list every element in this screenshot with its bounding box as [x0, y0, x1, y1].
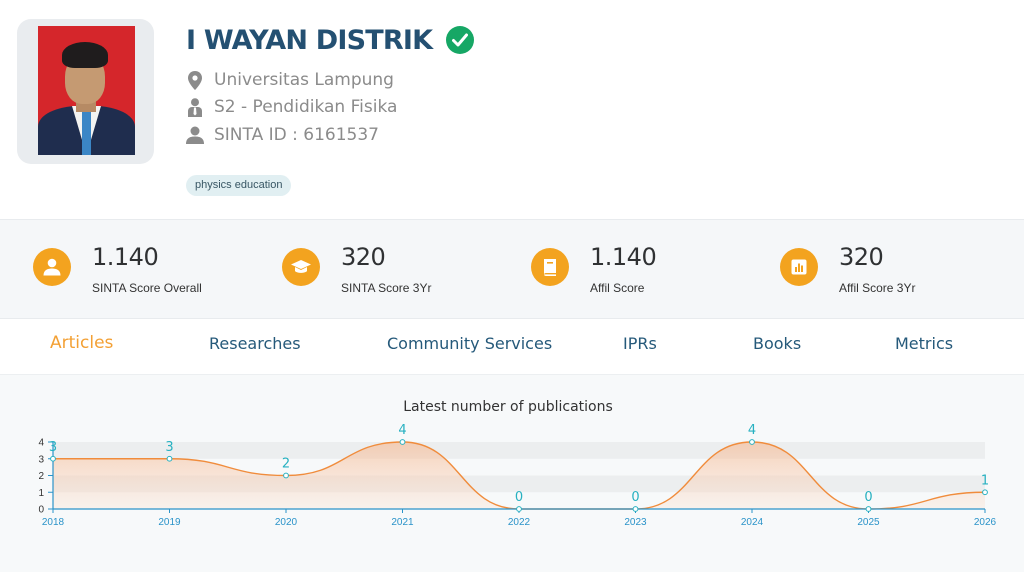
avatar: [17, 19, 154, 164]
data-point: [283, 472, 289, 479]
data-point: [749, 439, 755, 445]
score-label: Affil Score 3Yr: [839, 281, 916, 295]
x-tick-label: 2023: [624, 517, 647, 528]
score-value: 1.140: [92, 243, 159, 271]
score-summary: 1.140 SINTA Score Overall 320 SINTA Scor…: [0, 219, 1024, 319]
tab-researches[interactable]: Researches: [209, 334, 301, 353]
y-tick-label: 1: [38, 488, 44, 499]
data-point: [516, 506, 522, 512]
sinta-id: SINTA ID : 6161537: [214, 125, 379, 145]
score-label: SINTA Score Overall: [92, 281, 202, 295]
graduation-cap-icon: [282, 248, 320, 286]
program-link[interactable]: S2 - Pendidikan Fisika: [214, 97, 398, 117]
data-point: [166, 455, 173, 462]
subject-tag[interactable]: physics education: [186, 175, 292, 196]
y-tick-label: 2: [38, 471, 44, 482]
score-label: SINTA Score 3Yr: [341, 281, 432, 295]
data-label: 0: [864, 490, 872, 505]
y-tick-label: 4: [38, 438, 44, 449]
grid-band: [53, 442, 985, 459]
x-tick-label: 2020: [275, 517, 298, 528]
data-point: [982, 489, 988, 496]
user-icon: [33, 248, 71, 286]
score-value: 320: [341, 243, 386, 271]
y-tick-label: 0: [38, 505, 44, 516]
score-value: 320: [839, 243, 884, 271]
affiliation-row: Universitas Lampung: [186, 70, 394, 90]
profile-name: I WAYAN DISTRIK: [186, 24, 433, 56]
data-point: [50, 455, 56, 462]
publications-chart: Latest number of publications 0 1 2 3 4 2018 2…: [0, 374, 1024, 572]
data-label: 3: [165, 440, 173, 455]
profile-photo: [38, 26, 135, 155]
data-label: 3: [49, 440, 57, 455]
data-label: 2: [282, 457, 290, 472]
data-label: 4: [748, 423, 756, 438]
tab-community-services[interactable]: Community Services: [387, 334, 553, 353]
x-tick-label: 2022: [508, 517, 531, 528]
x-tick-label: 2019: [158, 517, 181, 528]
data-label: 0: [631, 490, 639, 505]
verified-check-icon: [446, 26, 475, 54]
program-row: S2 - Pendidikan Fisika: [186, 97, 397, 117]
data-point: [865, 506, 872, 512]
x-tick-label: 2021: [391, 517, 414, 528]
user-icon: [186, 125, 204, 145]
data-label: 0: [515, 490, 523, 505]
bar-chart-icon: [780, 248, 818, 286]
tab-iprs[interactable]: IPRs: [623, 334, 657, 353]
data-point: [632, 506, 639, 512]
chart-title: Latest number of publications: [403, 399, 613, 415]
y-tick-label: 3: [38, 454, 44, 465]
tab-books[interactable]: Books: [753, 334, 802, 353]
score-label: Affil Score: [590, 281, 645, 295]
tab-articles[interactable]: Articles: [50, 333, 114, 353]
map-pin-icon: [186, 70, 204, 90]
user-tie-icon: [186, 97, 204, 117]
profile-header: I WAYAN DISTRIK Universitas Lampung S2 -…: [0, 0, 1024, 219]
x-tick-label: 2024: [741, 517, 764, 528]
data-label: 1: [981, 473, 989, 488]
book-icon: [531, 248, 569, 286]
affiliation-link[interactable]: Universitas Lampung: [214, 70, 394, 90]
tab-metrics[interactable]: Metrics: [895, 334, 954, 353]
sinta-id-row: SINTA ID : 6161537: [186, 125, 379, 145]
data-point: [399, 439, 406, 445]
series-area: [53, 442, 985, 509]
name-row: I WAYAN DISTRIK: [186, 20, 475, 60]
x-tick-label: 2026: [974, 517, 997, 528]
data-label: 4: [398, 423, 406, 438]
x-tick-label: 2018: [42, 517, 65, 528]
profile-tabs: Articles Researches Community Services I…: [0, 319, 1024, 374]
x-tick-label: 2025: [857, 517, 880, 528]
score-value: 1.140: [590, 243, 657, 271]
